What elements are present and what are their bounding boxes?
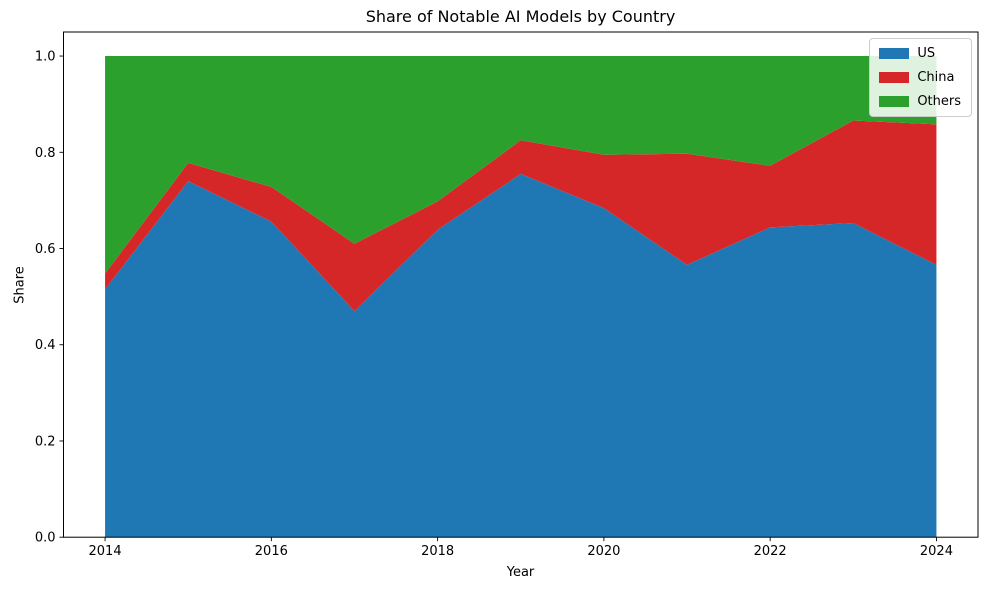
x-tick-label: 2020 [587, 544, 620, 559]
x-tick-label: 2022 [754, 544, 787, 559]
y-tick-label: 0.0 [35, 531, 56, 546]
y-tick-label: 0.4 [35, 338, 56, 353]
y-tick-label: 0.2 [35, 434, 56, 449]
legend-label: China [917, 70, 955, 85]
y-tick-label: 0.6 [35, 242, 56, 257]
x-tick-label: 2014 [89, 544, 122, 559]
legend-label: Others [917, 94, 961, 109]
legend-item-china: China [879, 70, 961, 85]
x-tick-label: 2018 [421, 544, 454, 559]
y-tick-label: 0.8 [35, 146, 56, 161]
legend-label: US [917, 46, 936, 61]
area-series-others [105, 56, 937, 274]
x-tick-label: 2024 [920, 544, 953, 559]
x-tick-label: 2016 [255, 544, 288, 559]
legend-swatch-icon [879, 48, 910, 59]
area-series-china [105, 120, 937, 312]
legend: US China Others [869, 38, 972, 117]
area-series-us [105, 173, 937, 538]
legend-item-others: Others [879, 94, 961, 109]
legend-item-us: US [879, 46, 961, 61]
plot-area-border [63, 31, 979, 538]
legend-swatch-icon [879, 96, 910, 107]
legend-swatch-icon [879, 72, 910, 83]
y-axis-label: Share [12, 266, 28, 304]
x-axis-label: Year [506, 565, 535, 580]
y-tick-label: 1.0 [35, 50, 56, 65]
chart-title: Share of Notable AI Models by Country [365, 7, 676, 26]
